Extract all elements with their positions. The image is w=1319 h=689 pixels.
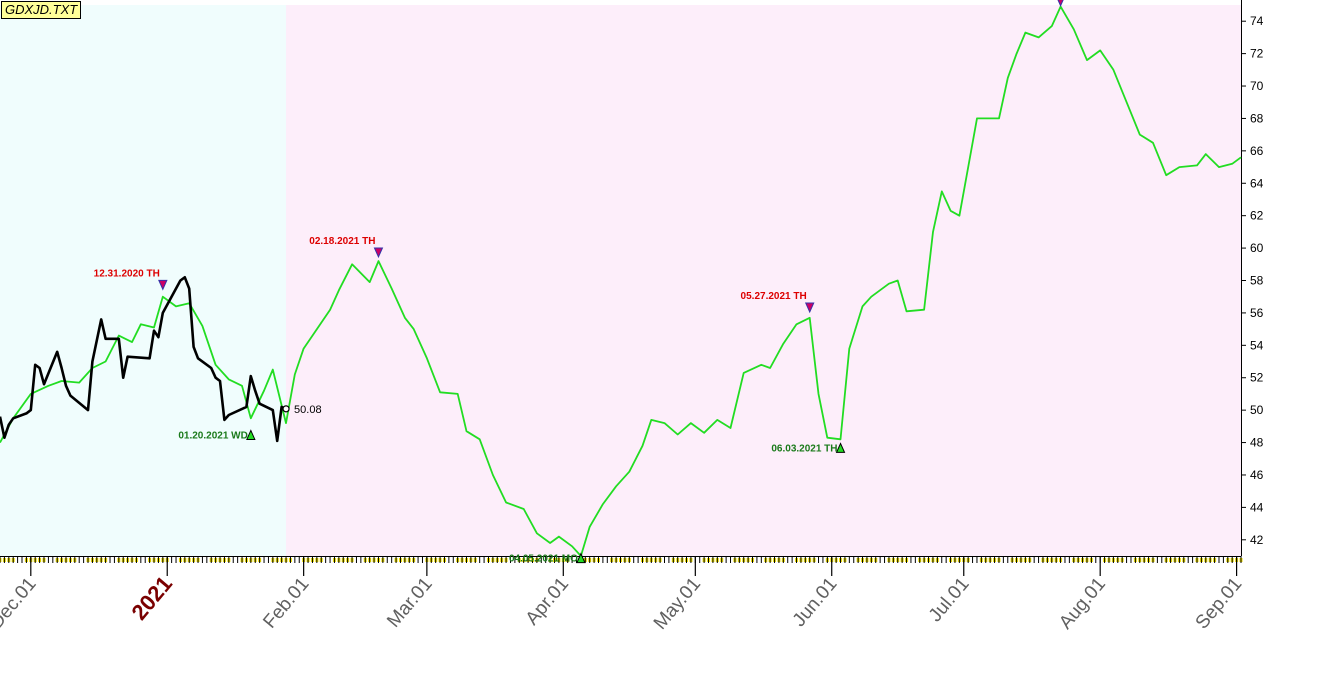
turning-bottom-label: 04.05.2021 MO — [509, 554, 578, 565]
forecast-series-line — [0, 5, 1242, 557]
turning-bottom-label: 01.20.2021 WD — [178, 430, 248, 441]
month-label: Jun.01 — [789, 574, 842, 631]
turning-top-label: 05.27.2021 TH — [741, 291, 807, 302]
turning-top-marker — [1057, 0, 1064, 7]
month-label: May.01 — [650, 574, 705, 634]
y-tick-label: 48 — [1250, 436, 1264, 450]
turning-bottom-label: 06.03.2021 TH — [771, 443, 837, 454]
turning-top-marker — [373, 247, 384, 259]
y-tick-label: 58 — [1250, 274, 1264, 288]
y-tick-label: 50 — [1250, 403, 1264, 417]
y-tick-label: 60 — [1250, 241, 1264, 255]
forecast-background — [286, 5, 1241, 556]
y-tick-label: 56 — [1250, 306, 1264, 320]
turning-top-marker — [804, 302, 815, 314]
turning-top-label: 02.18.2021 TH — [309, 236, 375, 247]
turning-bottom-marker — [835, 442, 846, 453]
turning-bottom-marker — [576, 552, 586, 564]
history-background — [0, 5, 287, 556]
month-label: Jul.01 — [925, 574, 974, 626]
last-price-marker — [282, 405, 290, 413]
day-tick-fill — [0, 558, 2, 562]
turning-top-marker — [158, 279, 168, 291]
turning-top-label: 12.31.2020 TH — [94, 268, 160, 279]
y-tick-label: 62 — [1250, 209, 1264, 223]
y-tick-label: 52 — [1250, 371, 1264, 385]
year-label: 2021 — [126, 571, 177, 625]
month-label: Mar.01 — [383, 574, 436, 632]
y-tick-label: 64 — [1250, 176, 1264, 190]
month-label: Feb.01 — [259, 574, 313, 633]
y-tick-label: 44 — [1250, 500, 1264, 514]
month-label: Aug.01 — [1055, 574, 1110, 634]
y-tick-label: 72 — [1250, 47, 1264, 61]
month-label: Apr.01 — [522, 574, 573, 630]
price-series-line — [0, 275, 287, 443]
last-price-label: 50.08 — [294, 404, 322, 416]
y-tick-label: 46 — [1250, 468, 1264, 482]
turning-bottom-marker — [246, 429, 256, 440]
y-tick-label: 42 — [1250, 533, 1264, 547]
y-tick-label: 68 — [1250, 111, 1264, 125]
y-tick-label: 74 — [1250, 14, 1264, 28]
month-label: Dec.01 — [0, 574, 41, 634]
y-tick-label: 54 — [1250, 338, 1264, 352]
month-label: Sep.01 — [1192, 574, 1247, 634]
file-name-label: GDXJD.TXT — [1, 1, 82, 19]
y-tick-label: 66 — [1250, 144, 1264, 158]
y-tick-label: 70 — [1250, 79, 1264, 93]
